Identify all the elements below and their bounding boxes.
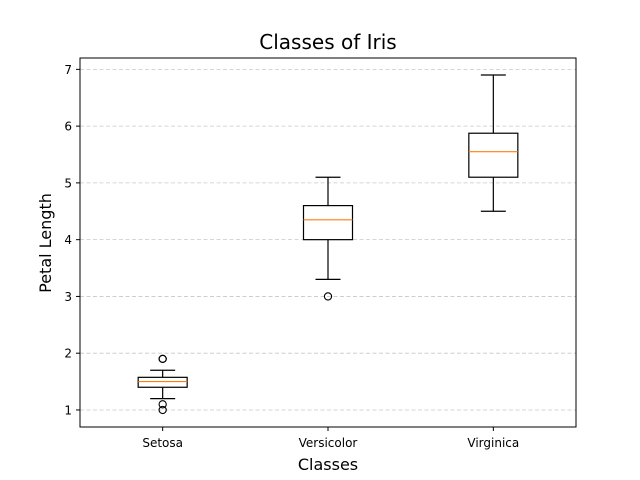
iqr-box: [302, 205, 354, 241]
y-tick-label: 7: [64, 63, 72, 77]
y-tick-label: 3: [64, 290, 72, 304]
iqr-box: [468, 132, 519, 178]
y-tick-label: 1: [64, 403, 72, 417]
y-tick-label: 2: [64, 347, 72, 361]
outlier-point: [158, 405, 167, 415]
outlier-point: [158, 400, 167, 409]
box-versicolor: [302, 176, 354, 301]
boxes: [137, 74, 519, 415]
y-tick-label: 5: [64, 176, 72, 190]
x-axis-ticks: Setosa Versicolor Virginica: [142, 427, 519, 450]
box-setosa: [137, 354, 188, 415]
chart-title: Classes of Iris: [259, 30, 396, 54]
outlier-point: [158, 354, 167, 364]
box-virginica: [468, 74, 519, 212]
x-tick-label: Versicolor: [299, 436, 358, 450]
y-tick-label: 6: [64, 120, 72, 134]
iqr-box: [137, 376, 188, 388]
y-tick-label: 4: [64, 233, 72, 247]
y-axis-label: Petal Length: [36, 193, 55, 293]
x-tick-label: Setosa: [142, 436, 183, 450]
y-axis-ticks: 1 2 3 4 5 6 7: [64, 63, 80, 417]
x-tick-label: Virginica: [467, 436, 519, 450]
x-axis-label: Classes: [298, 455, 358, 474]
outlier-point: [323, 292, 333, 301]
